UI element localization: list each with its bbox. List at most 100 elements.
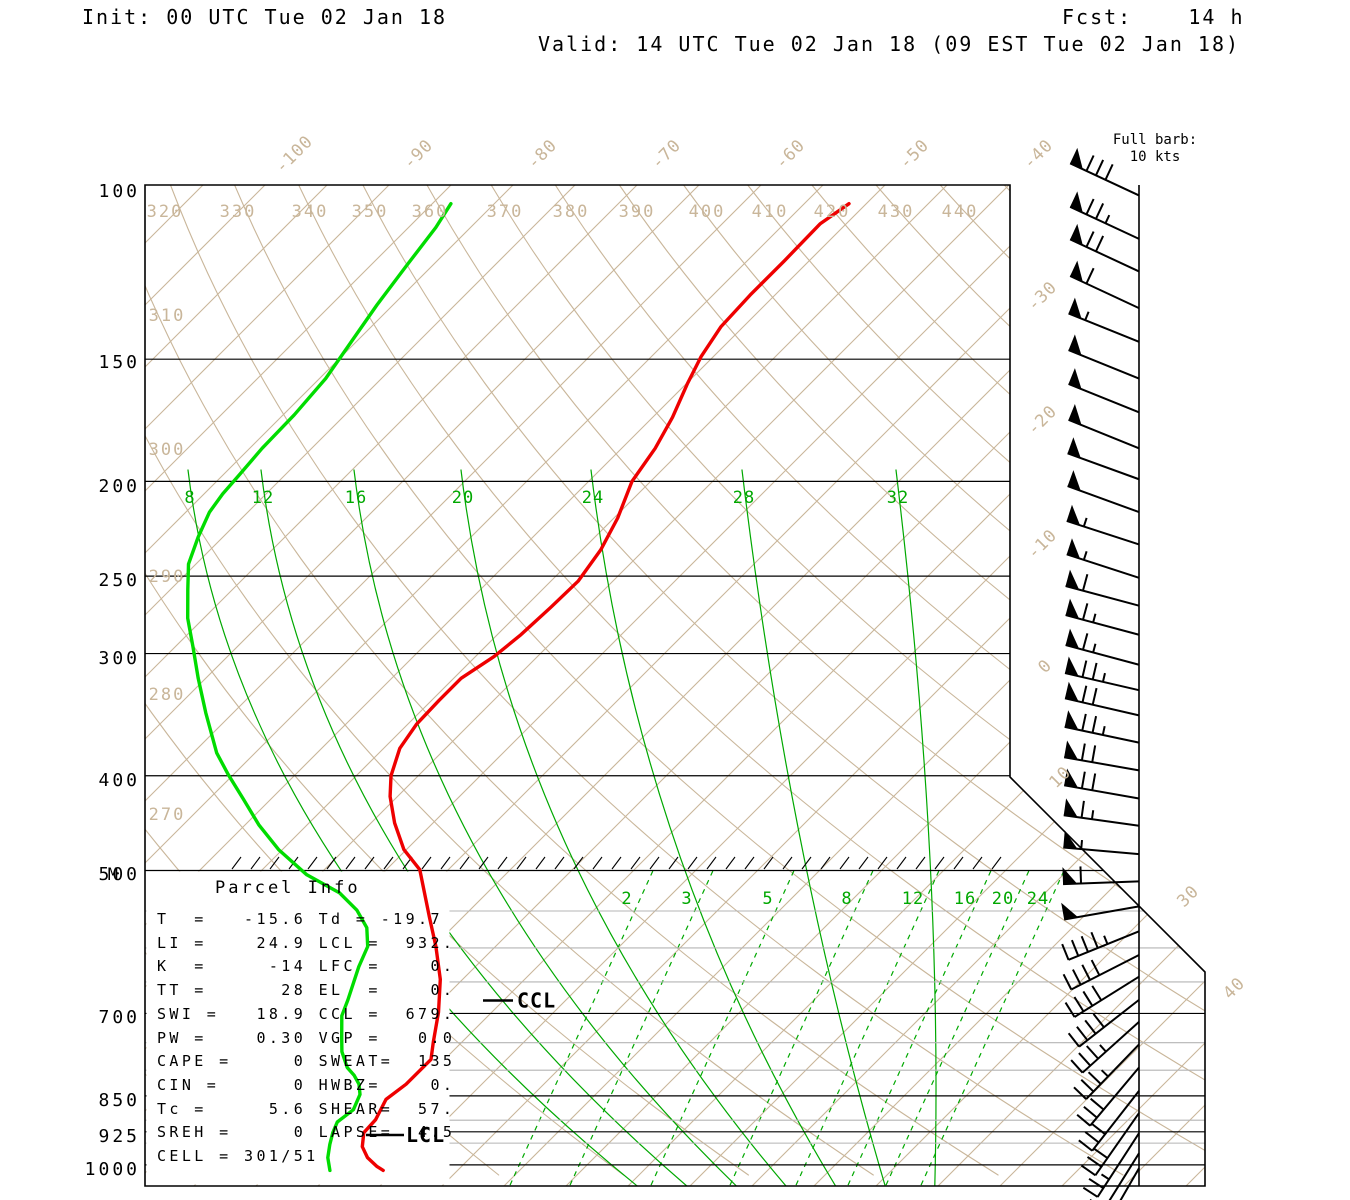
- svg-text:8: 8: [841, 889, 852, 909]
- wind-barb: [1067, 470, 1140, 514]
- wind-barb-legend: Full barb: 10 kts: [1095, 132, 1215, 166]
- wind-barb: [1066, 538, 1140, 579]
- svg-text:M: M: [108, 865, 118, 885]
- svg-text:400: 400: [689, 202, 726, 222]
- wind-barb: [1089, 1152, 1140, 1200]
- parcel-info-row: SREH = 0 LAPSE= 4.5: [157, 1123, 456, 1142]
- svg-text:-80: -80: [523, 135, 561, 173]
- svg-text:300: 300: [98, 648, 140, 669]
- wind-barb: [1061, 930, 1140, 961]
- wind-barb: [1065, 598, 1140, 636]
- svg-text:16: 16: [954, 889, 976, 909]
- svg-text:16: 16: [345, 488, 367, 508]
- svg-text:2: 2: [621, 889, 632, 909]
- parcel-info-row: SWI = 18.9 CCL = 679.: [157, 1004, 456, 1023]
- svg-text:370: 370: [487, 202, 524, 222]
- svg-text:700: 700: [98, 1007, 140, 1028]
- svg-text:150: 150: [98, 352, 140, 373]
- wind-barb: [1073, 1043, 1140, 1100]
- wind-barb: [1065, 569, 1140, 607]
- parcel-info-row: T = -15.6 Td = -19.7: [157, 910, 443, 928]
- wind-barb: [1070, 1021, 1140, 1074]
- svg-text:330: 330: [220, 202, 257, 222]
- wind-barb: [1067, 437, 1140, 481]
- wind-barb: [1068, 368, 1140, 414]
- plot-border: [144, 184, 1206, 1187]
- svg-text:300: 300: [149, 440, 186, 460]
- svg-text:310: 310: [149, 306, 186, 326]
- header-valid-time: Valid: 14 UTC Tue 02 Jan 18 (09 EST Tue …: [538, 32, 1241, 56]
- wind-barb: [1068, 334, 1140, 380]
- wind-barb: [1063, 830, 1140, 856]
- wind-barb: [1076, 1066, 1140, 1127]
- svg-text:30: 30: [1173, 881, 1203, 911]
- header-init-time: Init: 00 UTC Tue 02 Jan 18: [82, 5, 448, 29]
- svg-text:-70: -70: [647, 135, 685, 173]
- svg-text:-30: -30: [1023, 277, 1061, 315]
- svg-text:280: 280: [149, 685, 186, 705]
- svg-text:320: 320: [147, 202, 184, 222]
- parcel-info-box: Parcel Info T = -15.6 Td = -19.7 LI = 24.…: [157, 878, 455, 1169]
- svg-text:-40: -40: [1019, 135, 1057, 173]
- parcel-info-row: CIN = 0 HWBZ= 0.: [157, 1075, 456, 1094]
- wind-barb: [1062, 954, 1140, 991]
- svg-text:10: 10: [1045, 762, 1075, 792]
- wind-barb: [1068, 404, 1140, 450]
- svg-text:-90: -90: [399, 135, 437, 173]
- parcel-info-row: PW = 0.30 VGP = 0.0: [157, 1028, 456, 1047]
- wind-barb: [1080, 1112, 1140, 1177]
- svg-text:360: 360: [412, 202, 449, 222]
- wind-barb: [1061, 902, 1140, 921]
- wind-barb: [1069, 147, 1140, 197]
- wind-barb: [1064, 656, 1140, 692]
- svg-text:20: 20: [452, 488, 474, 508]
- svg-text:270: 270: [149, 805, 186, 825]
- wind-barb: [1069, 223, 1140, 273]
- parcel-info-row: CAPE = 0 SWEAT= 135: [157, 1052, 456, 1071]
- wind-barb: [1068, 297, 1140, 343]
- wind-barb: [1063, 768, 1140, 800]
- svg-text:925: 925: [98, 1126, 140, 1147]
- svg-text:340: 340: [292, 202, 329, 222]
- parcel-info-rows: T = -15.6 Td = -19.7 LI = 24.9 LCL = 932.…: [157, 908, 455, 1169]
- svg-text:20: 20: [992, 889, 1014, 909]
- wind-barb: [1064, 681, 1140, 717]
- svg-text:12: 12: [252, 488, 274, 508]
- svg-text:3: 3: [681, 889, 692, 909]
- parcel-info-row: Tc = 5.6 SHEAR= 57.: [157, 1099, 456, 1118]
- svg-text:32: 32: [887, 488, 909, 508]
- parcel-info-row: CELL = 301/51: [157, 1147, 319, 1166]
- header-forecast-hour: Fcst: 14 h: [1062, 5, 1245, 29]
- svg-text:LCL: LCL: [406, 1123, 445, 1147]
- parcel-info-row: LI = 24.9 LCL = 932.: [157, 933, 456, 952]
- parcel-info-title: Parcel Info: [215, 878, 361, 898]
- wind-barb: [1119, 1167, 1140, 1200]
- svg-text:100: 100: [98, 181, 140, 202]
- svg-text:28: 28: [733, 488, 755, 508]
- svg-text:440: 440: [942, 202, 979, 222]
- svg-text:420: 420: [814, 202, 851, 222]
- parcel-info-row: TT = 28 EL = 0.: [157, 981, 456, 1000]
- svg-text:200: 200: [98, 476, 140, 497]
- svg-text:410: 410: [752, 202, 789, 222]
- svg-text:-10: -10: [1023, 525, 1061, 563]
- svg-text:400: 400: [98, 770, 140, 791]
- svg-text:850: 850: [98, 1090, 140, 1111]
- svg-text:430: 430: [878, 202, 915, 222]
- svg-text:CCL: CCL: [517, 988, 556, 1012]
- wind-barb: [1067, 999, 1140, 1048]
- svg-text:-60: -60: [771, 135, 809, 173]
- wind-barb: [1065, 628, 1140, 666]
- wind-barb: [1063, 798, 1140, 827]
- wind-barb: [1066, 504, 1140, 546]
- parcel-info-row: K = -14 LFC = 0.: [157, 957, 456, 976]
- wind-barb: [1078, 1090, 1140, 1152]
- parcel-box-mask: [146, 871, 450, 1185]
- svg-text:1000: 1000: [85, 1159, 140, 1180]
- svg-text:24: 24: [582, 488, 604, 508]
- sounding-overlays: CCL LCL: [144, 147, 1206, 1200]
- wind-barb: [1064, 710, 1140, 744]
- svg-text:-20: -20: [1023, 401, 1061, 439]
